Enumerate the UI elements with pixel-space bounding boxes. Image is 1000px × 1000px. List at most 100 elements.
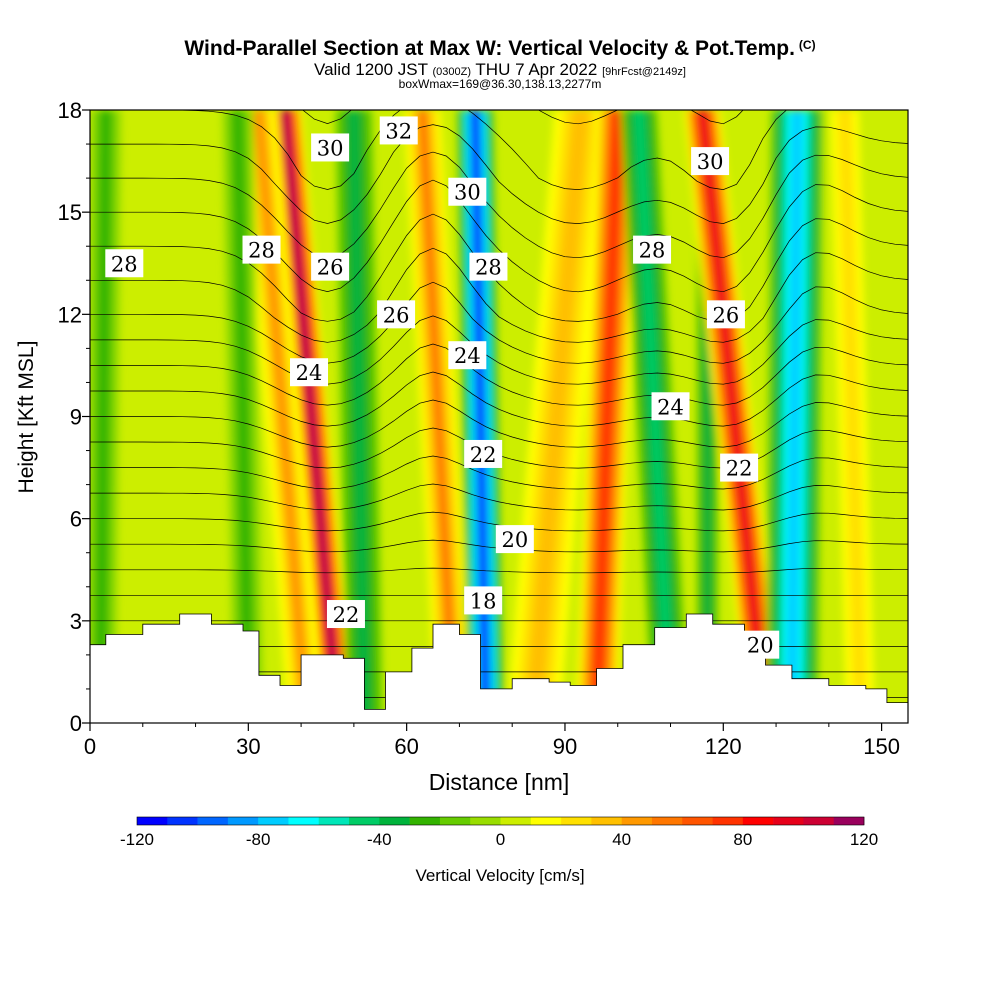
valid-date: THU 7 Apr 2022 [475,60,598,79]
isentrope [90,343,908,406]
y-axis-label: Height [Kft MSL] [15,341,38,494]
theta-label: 30 [311,133,350,162]
theta-label-text: 30 [697,150,724,174]
theta-label-text: 26 [317,256,344,280]
y-tick-label: 12 [58,302,82,327]
isentrope [90,567,908,574]
colorbar-swatch [409,817,441,825]
colorbar-swatch [439,817,471,825]
title-copyright: (C) [798,38,816,52]
isentrope [90,110,788,190]
theta-label: 24 [651,392,690,421]
terrain [90,613,908,723]
colorbar-swatch [379,817,410,825]
colorbar-tick-label: 40 [612,830,631,849]
theta-label: 32 [379,116,418,145]
colorbar: -120 -80 -40 0 40 80 120 [120,816,878,849]
theta-label: 28 [105,249,144,278]
isentrope [90,247,908,343]
theta-label: 30 [691,147,730,176]
chart-title: Wind-Parallel Section at Max W: Vertical… [0,37,1000,61]
x-tick-label: 150 [863,734,900,759]
colorbar-swatch [833,817,865,825]
isentrope [90,179,908,293]
colorbar-swatch [682,817,713,825]
title-main: Wind-Parallel Section at Max W: Vertical… [184,37,795,60]
chart-subtitle: Valid 1200 JST (0300Z) THU 7 Apr 2022 [9… [0,60,1000,80]
valid-utc: (0300Z) [432,66,471,78]
theta-label: 26 [311,252,350,281]
theta-label-text: 30 [454,181,481,205]
x-axis-label: Distance [nm] [429,769,570,795]
theta-label-text: 26 [713,303,740,327]
theta-label: 24 [448,341,487,370]
theta-label: 28 [633,235,672,264]
theta-label: 28 [242,235,281,264]
isentrope [90,371,908,427]
y-tick-label: 6 [70,507,82,532]
theta-label-text: 24 [296,361,323,385]
velocity-band [837,110,868,723]
colorbar-swatch [349,817,380,825]
isentrope [90,483,908,511]
y-tick-label: 15 [58,200,82,225]
colorbar-tick-label: -80 [246,830,271,849]
colorbar-swatch [591,817,622,825]
colorbar-swatch [288,817,320,825]
isentrope [90,151,908,259]
theta-label: 18 [464,586,503,615]
colorbar-swatch [561,817,592,825]
valid-time: Valid 1200 JST [314,60,428,79]
colorbar-tick-label: 0 [496,830,505,849]
theta-label-text: 30 [317,136,344,160]
theta-label-text: 20 [747,634,774,658]
forecast-info: [9hrFcst@2149z] [602,66,686,78]
theta-label: 24 [290,358,329,387]
colorbar-swatch [318,817,350,825]
theta-label: 20 [741,630,780,659]
colorbar-swatch [137,817,168,825]
theta-label: 26 [706,300,745,329]
x-tick-label: 30 [236,734,260,759]
colorbar-swatch [500,817,532,825]
isentrope [90,281,908,364]
axes: 0 30 60 90 120 150 0 3 6 9 12 15 18 [58,98,900,759]
colorbar-swatch [712,817,744,825]
colorbar-frame [136,816,865,826]
colorbar-swatch [803,817,835,825]
y-tick-label: 3 [70,609,82,634]
theta-label-text: 22 [470,443,497,467]
theta-label-text: 24 [657,395,684,419]
y-tick-label: 9 [70,405,82,430]
velocity-band [592,110,622,723]
x-tick-label: 0 [84,734,96,759]
theta-label: 20 [495,525,534,554]
isentrope [90,315,908,385]
velocity-band [282,110,341,723]
colorbar-swatch [167,817,198,825]
theta-label-text: 28 [475,256,502,280]
theta-label: 28 [469,252,508,281]
theta-label-text: 22 [726,457,753,481]
theta-label-text: 18 [470,589,497,613]
colorbar-swatch [258,817,289,825]
x-tick-label: 90 [553,734,577,759]
colorbar-tick-label: 120 [850,830,878,849]
colorbar-label: Vertical Velocity [cm/s] [415,866,584,885]
theta-label-text: 28 [639,239,666,263]
y-tick-label: 0 [70,711,82,736]
x-tick-label: 60 [394,734,418,759]
velocity-band [347,110,371,723]
colorbar-swatch [470,817,501,825]
velocity-band [524,110,590,723]
isentrope [90,124,908,224]
x-tick-label: 120 [705,734,742,759]
y-tick-label: 18 [58,98,82,123]
theta-label: 26 [377,300,416,329]
theta-label-text: 24 [454,344,481,368]
theta-label-text: 22 [333,603,360,627]
theta-labels: 28 28 26 30 32 26 24 30 28 24 22 20 18 22 28 30 26 24 22 20 [105,116,780,659]
colorbar-tick-label: -40 [367,830,392,849]
theta-label-text: 32 [385,119,412,143]
